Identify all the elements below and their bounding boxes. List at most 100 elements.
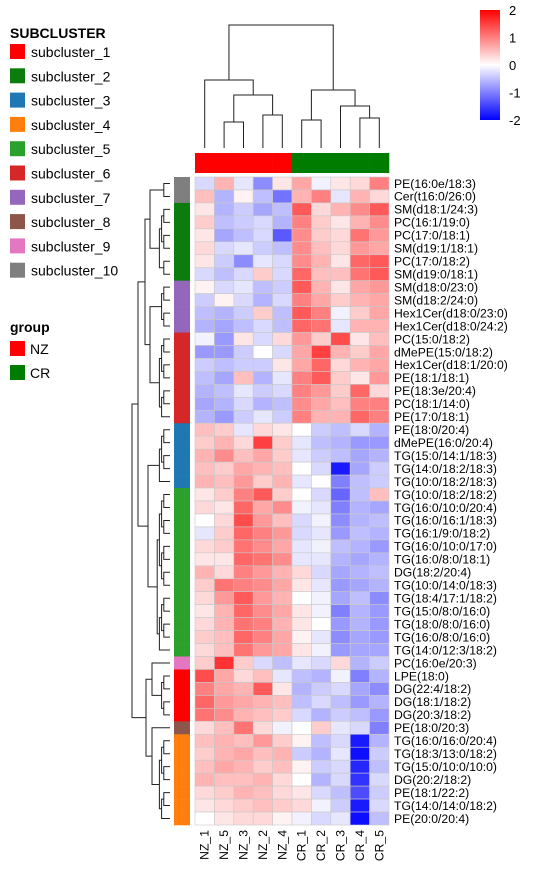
heatmap-cell	[291, 409, 312, 424]
subcluster-cell	[174, 812, 190, 826]
heatmap-cell	[194, 526, 215, 541]
heatmap-cell	[214, 176, 235, 191]
heatmap-cell	[330, 630, 351, 644]
row-label: PE(16:0e/18:3)	[394, 177, 476, 191]
heatmap-cell	[349, 332, 370, 346]
heatmap-cell	[330, 526, 351, 541]
group-legend-title: group	[10, 319, 50, 335]
heatmap-cell	[330, 695, 351, 709]
column-label: CR_3	[334, 830, 348, 861]
row-label: Hex1Cer(d18:0/23:0)	[394, 306, 508, 320]
dendrogram-branch	[144, 218, 150, 346]
heatmap-cell	[330, 552, 351, 567]
heatmap-cell	[369, 409, 390, 424]
heatmap-cell	[214, 202, 235, 217]
heatmap-cell	[233, 643, 254, 657]
heatmap-cell	[291, 617, 312, 631]
dendrogram-branch	[163, 182, 170, 197]
heatmap-cell	[214, 811, 235, 826]
heatmap-cell	[291, 189, 312, 204]
group-cell	[350, 153, 370, 173]
heatmap-cell	[194, 682, 215, 696]
legend-label: subcluster_2	[31, 68, 111, 84]
heatmap-cell	[369, 526, 390, 541]
heatmap-cell	[233, 630, 254, 644]
legend-swatch	[10, 165, 25, 181]
column-label: NZ_3	[237, 830, 251, 860]
heatmap-cell	[330, 772, 351, 787]
heatmap-cell	[233, 397, 254, 411]
heatmap-cell	[349, 422, 370, 437]
legend-label: subcluster_5	[31, 141, 111, 157]
heatmap-cell	[272, 682, 293, 696]
heatmap-cell	[272, 487, 293, 502]
heatmap-cell	[233, 189, 254, 204]
heatmap-cell	[194, 293, 215, 307]
heatmap-cell	[233, 539, 254, 554]
heatmap-cell	[272, 358, 293, 372]
heatmap-cell	[369, 448, 390, 463]
heatmap-cell	[369, 785, 390, 800]
subcluster-cell	[174, 384, 190, 398]
subcluster-cell	[174, 293, 190, 307]
heatmap-cell	[311, 578, 332, 593]
heatmap-cell	[194, 267, 215, 281]
heatmap-cell	[311, 721, 332, 735]
column-label: NZ_4	[275, 830, 289, 860]
heatmap-cell	[272, 617, 293, 631]
heatmap-cell	[233, 345, 254, 359]
subcluster-legend: SUBCLUSTER subcluster_1 subcluster_2subcl…	[10, 25, 118, 279]
row-label: DG(22:4/18:2)	[394, 682, 471, 696]
heatmap-cell	[311, 371, 332, 385]
heatmap-cell	[252, 682, 273, 696]
heatmap-cell	[291, 280, 312, 294]
heatmap-cell	[330, 215, 351, 230]
subcluster-cell	[174, 306, 190, 320]
subcluster-cell	[174, 436, 190, 450]
heatmap-cell	[291, 202, 312, 217]
dendrogram-branch	[158, 617, 170, 651]
heatmap-cell	[349, 409, 370, 424]
heatmap-cell	[194, 721, 215, 735]
heatmap-cell	[311, 280, 332, 294]
heatmap-cell	[194, 656, 215, 670]
heatmap-cell	[214, 526, 235, 541]
heatmap-cell	[291, 746, 312, 761]
group-cell	[195, 153, 215, 173]
column-label: CR_1	[295, 830, 309, 861]
heatmap-cell	[349, 721, 370, 735]
heatmap-cell	[252, 811, 273, 826]
heatmap-cell	[311, 448, 332, 463]
row-label: PE(20:0/20:4)	[394, 812, 469, 826]
heatmap-cell	[291, 656, 312, 670]
row-label: TG(10:0/14:0/18:3)	[394, 579, 497, 593]
heatmap-cell	[272, 409, 293, 424]
row-label: SM(d19:0/18:1)	[394, 268, 478, 282]
subcluster-cell	[174, 799, 190, 813]
heatmap-cell	[291, 397, 312, 411]
heatmap-cell	[349, 695, 370, 709]
heatmap-cell	[214, 682, 235, 696]
row-label: TG(14:0/14:0/18:2)	[394, 799, 497, 813]
subcluster-cell	[174, 280, 190, 294]
subcluster-cell	[174, 332, 190, 346]
heatmap-cell	[194, 448, 215, 463]
heatmap-cell	[194, 422, 215, 437]
heatmap-cell	[311, 215, 332, 230]
heatmap-cell	[330, 565, 351, 580]
heatmap-cell	[252, 189, 273, 204]
heatmap-cell	[194, 358, 215, 372]
heatmap-cell	[214, 448, 235, 463]
heatmap-cell	[349, 682, 370, 696]
heatmap-cell	[349, 578, 370, 593]
heatmap-cell	[233, 306, 254, 320]
heatmap-cell	[252, 746, 273, 761]
heatmap-cell	[330, 202, 351, 217]
row-label: PC(18:1/14:0)	[394, 397, 470, 411]
heatmap-cell	[369, 280, 390, 294]
heatmap-cell	[369, 487, 390, 502]
column-label: NZ_5	[217, 830, 231, 860]
heatmap-cell	[369, 384, 390, 398]
row-label: TG(16:0/16:0/20:4)	[394, 734, 497, 748]
subcluster-cell	[174, 371, 190, 385]
